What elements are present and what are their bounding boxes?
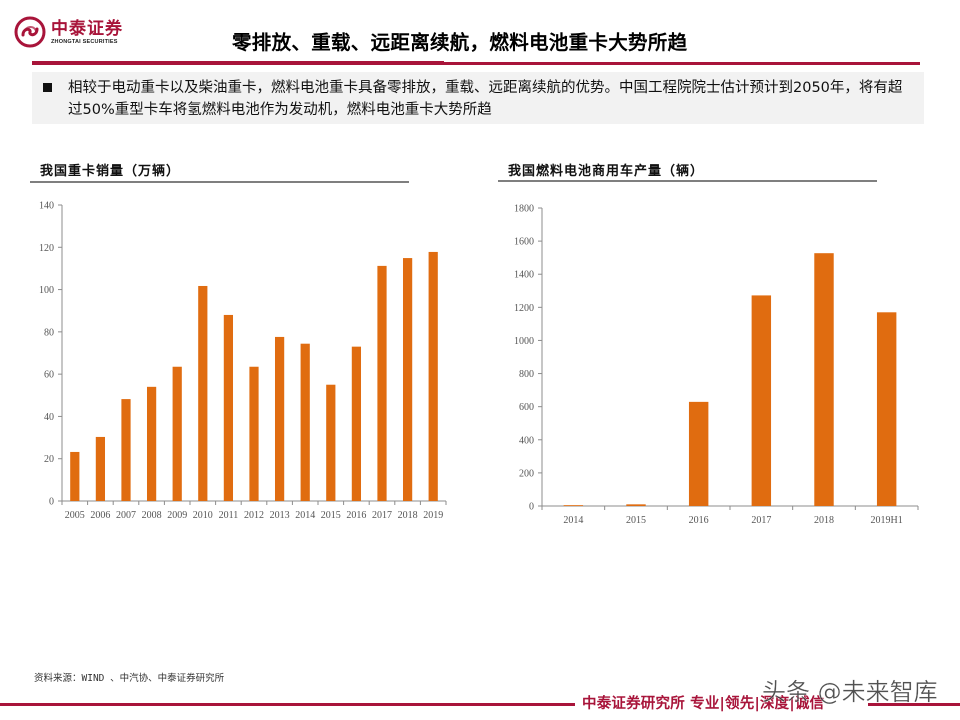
x-tick-label: 2005 [65, 510, 85, 521]
x-tick-label: 2016 [689, 515, 709, 526]
x-tick-label: 2017 [372, 510, 392, 521]
bar [172, 366, 182, 501]
summary-text: 相较于电动重卡以及柴油重卡，燃料电池重卡具备零排放，重载、远距离续航的优势。中国… [68, 80, 903, 118]
data-source-note: 资料来源：WIND 、中汽协、中泰证券研究所 [34, 673, 225, 684]
watermark-text: 头条 @未来智库 [762, 678, 938, 706]
bar [121, 399, 131, 501]
bar [377, 265, 387, 501]
bar [688, 401, 709, 506]
bar [876, 312, 897, 506]
x-tick-label: 2015 [626, 515, 646, 526]
y-tick-label: 600 [519, 402, 534, 413]
bar [814, 253, 834, 506]
left-chart-title: 我国重卡销量（万辆） [40, 164, 181, 179]
bar [146, 386, 157, 501]
right-chart-title-rule [498, 180, 877, 182]
x-tick-label: 2006 [90, 510, 110, 521]
summary-box: 相较于电动重卡以及柴油重卡，燃料电池重卡具备零排放，重载、远距离续航的优势。中国… [32, 72, 924, 124]
bar [198, 285, 208, 501]
right-chart-title: 我国燃料电池商用车产量（辆） [508, 164, 705, 179]
y-tick-label: 1600 [514, 237, 534, 248]
x-tick-label: 2011 [219, 510, 239, 521]
x-tick-label: 2014 [563, 515, 583, 526]
bar [402, 258, 413, 501]
bar [563, 505, 584, 506]
x-tick-label: 2009 [167, 510, 187, 521]
footer-rule-left [0, 703, 575, 706]
x-tick-label: 2017 [751, 515, 771, 526]
x-tick-label: 2012 [244, 510, 264, 521]
x-tick-label: 2015 [321, 510, 341, 521]
y-tick-label: 1800 [514, 204, 534, 215]
bar [223, 314, 234, 501]
y-tick-label: 140 [39, 201, 54, 212]
bar [300, 343, 310, 501]
bar [626, 504, 646, 506]
y-tick-label: 0 [529, 502, 534, 513]
x-tick-label: 2016 [346, 510, 366, 521]
y-tick-label: 80 [44, 327, 54, 338]
title-underline-full [32, 62, 920, 65]
y-tick-label: 100 [39, 285, 54, 296]
bar [249, 366, 259, 501]
x-tick-label: 2018 [398, 510, 418, 521]
y-tick-label: 60 [44, 370, 54, 381]
x-tick-label: 2014 [295, 510, 315, 521]
footer-slogan: 中泰证券研究所 专业|领先|深度|诚信 [582, 696, 825, 712]
y-tick-label: 0 [49, 497, 54, 508]
x-tick-label: 2008 [142, 510, 162, 521]
y-tick-label: 400 [519, 435, 534, 446]
x-tick-label: 2013 [270, 510, 290, 521]
page-title: 零排放、重载、远距离续航，燃料电池重卡大势所趋 [232, 31, 688, 54]
bar [70, 451, 80, 501]
square-bullet-icon [43, 83, 52, 92]
y-tick-label: 1000 [514, 336, 534, 347]
y-tick-label: 1400 [514, 270, 534, 281]
bar [326, 384, 336, 501]
bar [751, 295, 772, 506]
y-tick-label: 800 [519, 369, 534, 380]
x-tick-label: 2019H1 [871, 515, 903, 526]
x-tick-label: 2019 [423, 510, 443, 521]
zhongtai-logo-icon [14, 16, 46, 48]
bar [274, 336, 285, 501]
bar [351, 346, 362, 501]
x-tick-label: 2010 [193, 510, 213, 521]
y-tick-label: 1200 [514, 303, 534, 314]
logo-en-text: ZHONGTAI SECURITIES [51, 38, 118, 45]
logo-cn-text: 中泰证券 [51, 18, 123, 39]
footer-rule-right [868, 703, 960, 706]
left-chart-title-rule [30, 181, 409, 183]
y-tick-label: 40 [44, 412, 54, 423]
x-tick-label: 2018 [814, 515, 834, 526]
y-tick-label: 20 [44, 454, 54, 465]
x-tick-label: 2007 [116, 510, 136, 521]
company-logo: 中泰证券 ZHONGTAI SECURITIES [14, 12, 144, 52]
bar [95, 436, 106, 501]
bar [428, 251, 438, 501]
y-tick-label: 120 [39, 243, 54, 254]
y-tick-label: 200 [519, 468, 534, 479]
